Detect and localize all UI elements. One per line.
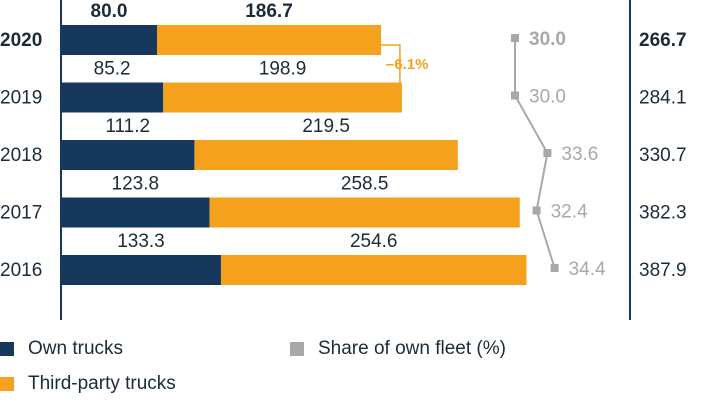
value-label-third-party-trucks: 198.9 [259,59,307,80]
value-label-third-party-trucks: 258.5 [341,174,389,195]
bar-third-party-trucks [194,140,458,170]
share-marker [532,206,541,215]
value-label-own-trucks: 85.2 [94,59,131,80]
value-label-own-trucks: 123.8 [112,174,160,195]
total-label: 330.7 [639,145,687,166]
share-marker [511,91,519,100]
bar-third-party-trucks [157,25,382,55]
change-bracket [381,44,401,93]
share-marker [511,34,519,42]
category-label: 2019 [0,88,42,109]
bar-third-party-trucks [209,197,520,228]
bar-own-trucks [61,255,221,285]
value-label-third-party-trucks: 254.6 [350,231,398,252]
bar-own-trucks [61,82,164,113]
value-label-third-party-trucks: 186.7 [245,1,293,22]
category-label: 2017 [0,203,42,224]
total-label: 266.7 [639,30,687,51]
category-label: 2020 [0,30,42,51]
share-label: 33.6 [561,144,598,165]
value-label-own-trucks: 80.0 [91,1,128,22]
total-label: 284.1 [639,88,687,109]
total-label: 382.3 [639,203,687,224]
category-label: 2016 [0,260,42,281]
value-label-own-trucks: 133.3 [117,231,165,252]
change-annotation: –6.1% [386,56,429,73]
value-label-own-trucks: 111.2 [105,116,150,137]
share-label: 30.0 [529,29,566,50]
share-marker [543,149,552,157]
bar-own-trucks [61,197,210,228]
value-label-third-party-trucks: 219.5 [302,116,350,137]
share-marker [550,264,559,272]
share-label: 34.4 [569,259,606,280]
category-label: 2018 [0,145,42,166]
bar-own-trucks [61,140,195,170]
total-label: 387.9 [639,260,687,281]
bar-own-trucks [61,25,157,55]
share-label: 30.0 [529,87,566,108]
bar-third-party-trucks [220,255,527,285]
share-label: 32.4 [551,202,588,223]
bar-third-party-trucks [163,82,402,113]
